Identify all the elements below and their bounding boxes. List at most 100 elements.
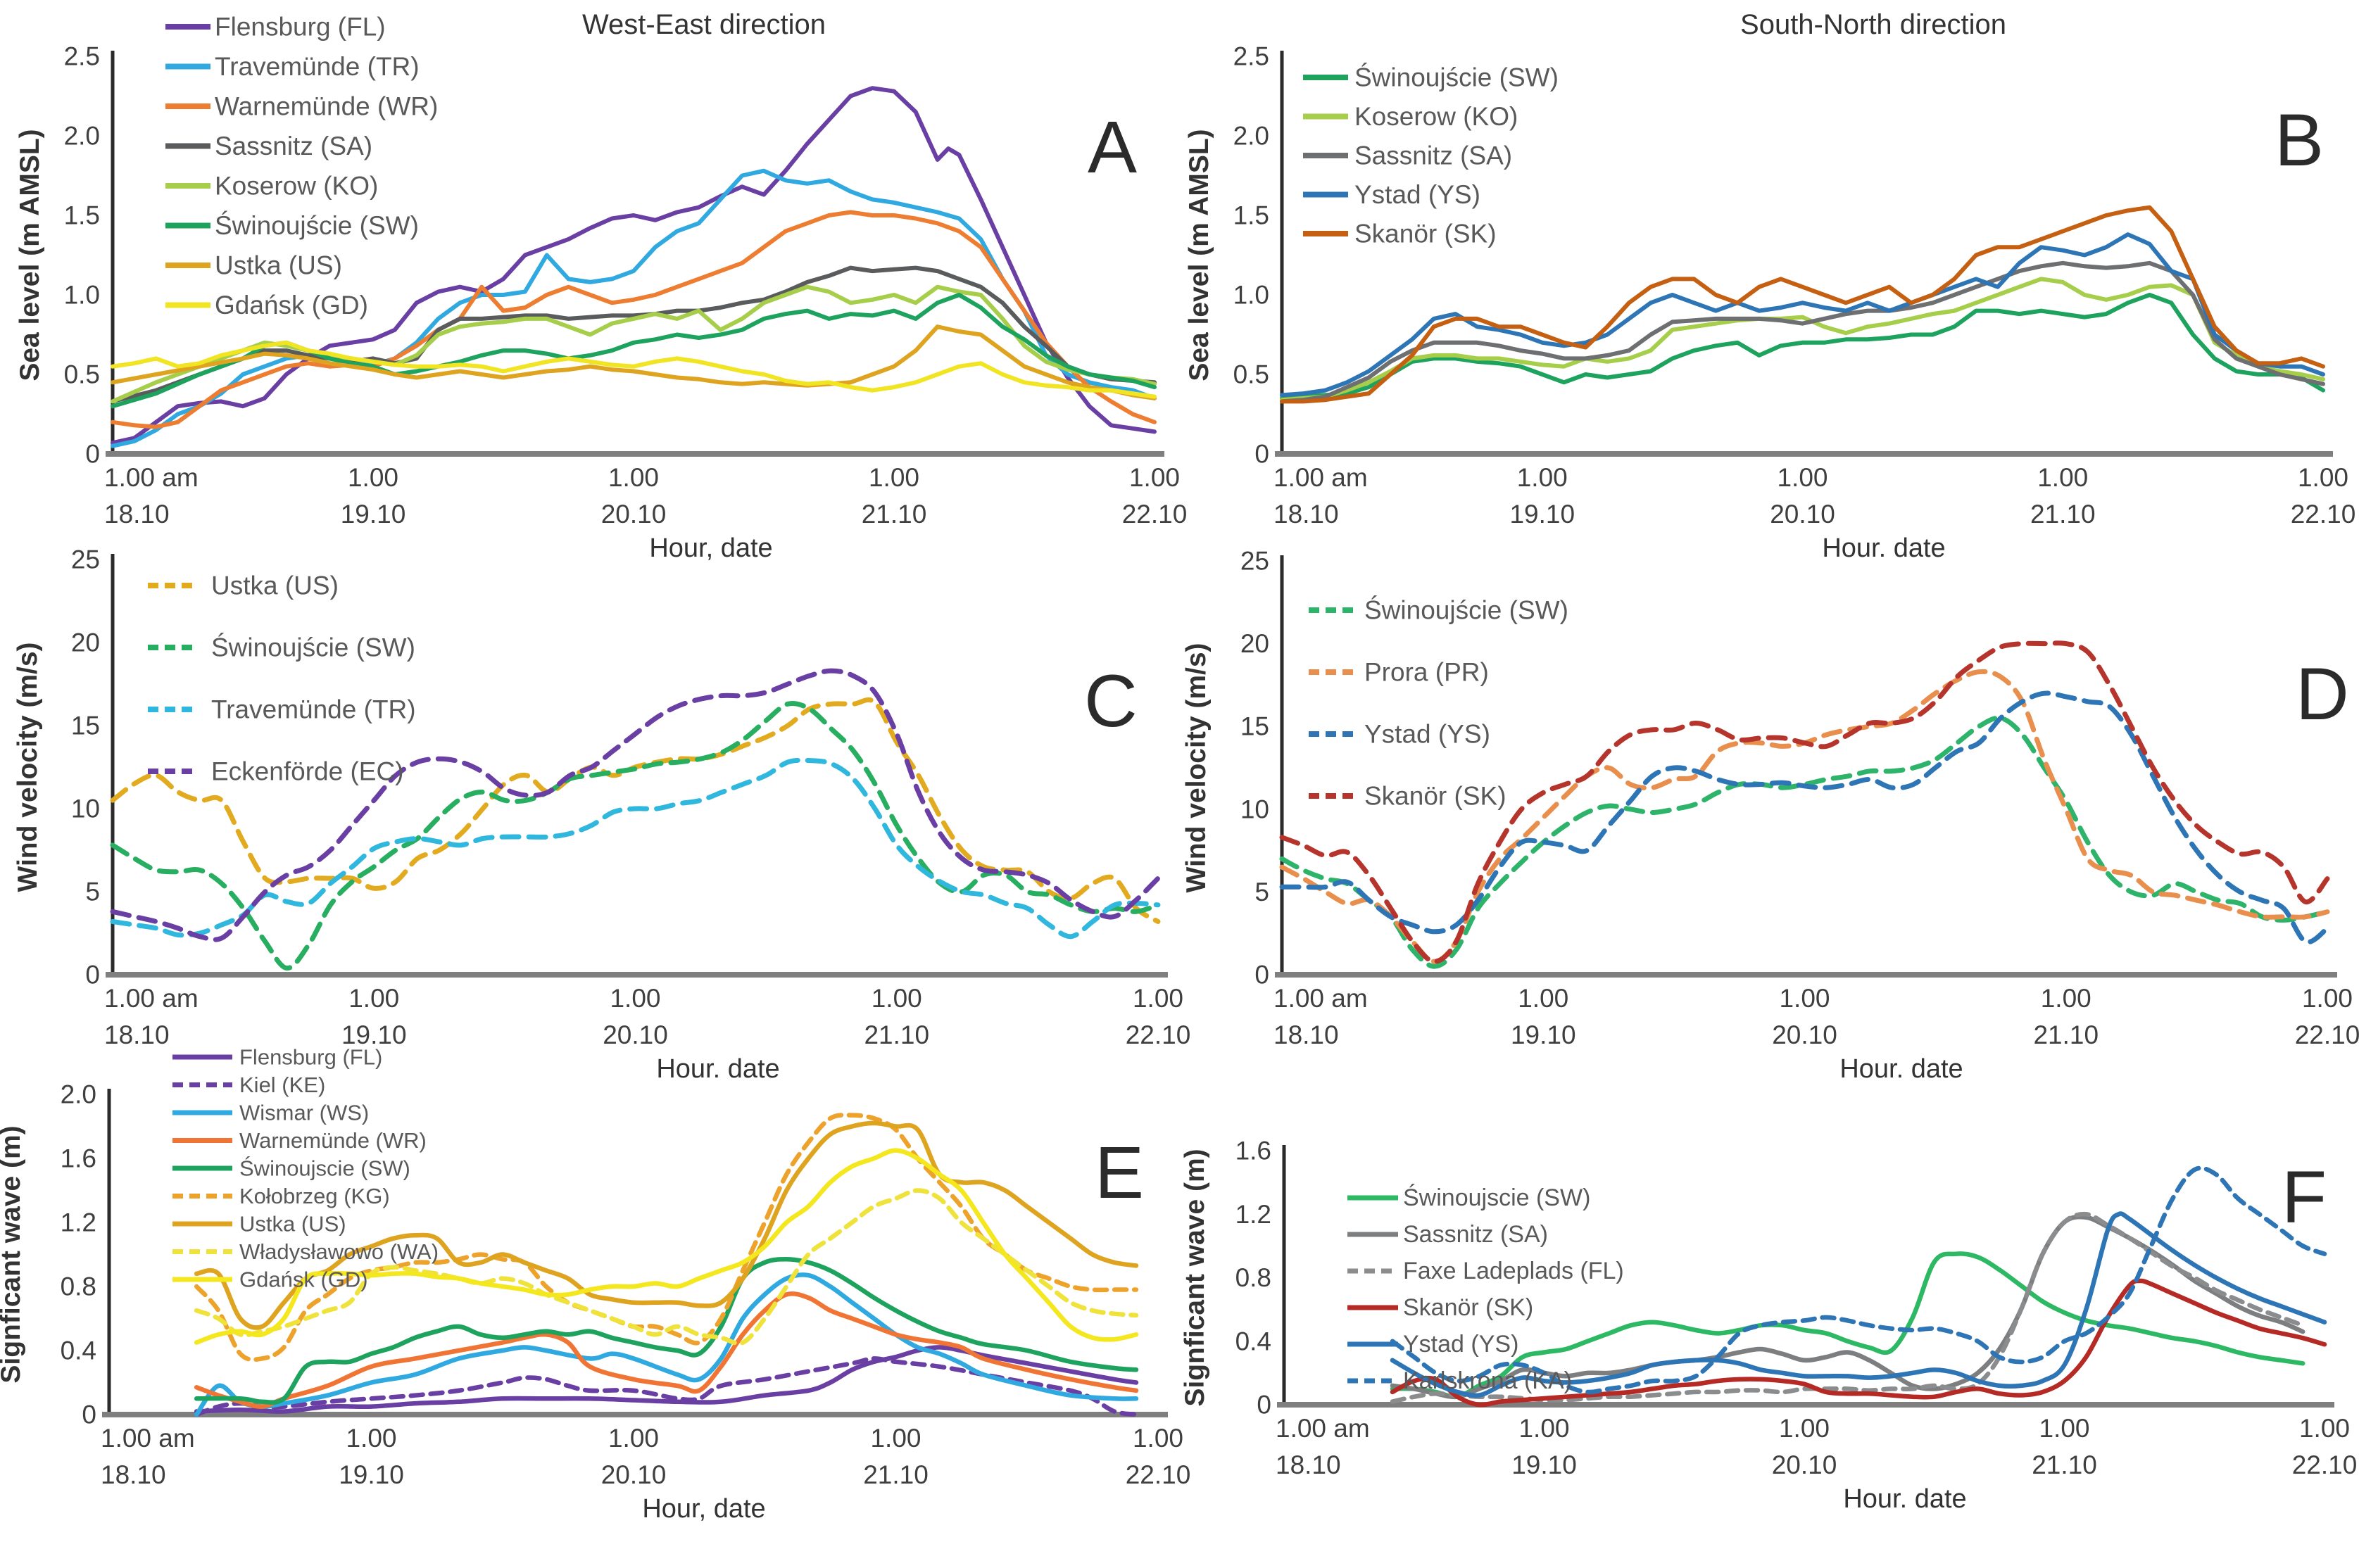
panel-E-ytick: 0.8: [61, 1272, 96, 1301]
panel-E-xtick-hour: 1.00: [346, 1424, 396, 1453]
legend-label-skan-r-sk: Skanör (SK): [1354, 220, 1497, 248]
panel-B-ytick: 1.0: [1233, 281, 1269, 310]
panel-B-title: South-North direction: [1740, 9, 2006, 40]
panel-E-xtick-hour: 1.00: [608, 1424, 659, 1453]
panel-E-x-axis-label: Hour, date: [642, 1494, 765, 1524]
legend-label-gda-sk-gd: Gdańsk (GD): [215, 291, 368, 320]
panel-F-series-karlskrona-ka: [1390, 1165, 2327, 1395]
legend-label-sassnitz-sa: Sassnitz (SA): [1403, 1221, 1548, 1248]
panel-E-xtick-date: 19.10: [339, 1460, 404, 1489]
panel-D-series-skan-r-sk: [1279, 640, 2330, 964]
panel-C-series-winouj-cie-sw: [110, 700, 1161, 971]
legend-label-travem-nde-tr: Travemünde (TR): [215, 52, 420, 81]
panel-F-corner-label: F: [2282, 1156, 2327, 1239]
panel-B-ytick: 2.5: [1233, 42, 1269, 71]
panel-D-series-winouj-cie-sw: [1279, 715, 2330, 969]
legend-label-kiel-ke: Kiel (KE): [239, 1073, 325, 1097]
panel-A-xtick-date: 18.10: [104, 500, 170, 529]
legend-label-ystad-ys: Ystad (YS): [1354, 180, 1480, 209]
panel-F-ytick: 1.6: [1235, 1137, 1271, 1165]
panel-D-chart: D 0 5 10 15 20 25 1.00 am 18.10 1.00 19.10 1.00 20.1…: [1181, 547, 2359, 1085]
panel-F-ytick: 1.2: [1235, 1200, 1271, 1229]
panel-C-series-travem-nde-tr: [110, 757, 1161, 940]
legend-label-sassnitz-sa: Sassnitz (SA): [1354, 141, 1512, 170]
panel-D-xtick-hour: 1.00: [2302, 984, 2353, 1013]
panel-C-ytick: 25: [71, 545, 100, 574]
panel-D-xtick-date: 21.10: [2033, 1020, 2099, 1049]
panel-B-series-winouj-cie-sw: [1280, 293, 2325, 400]
panel-E-series-gda-sk-gd: [194, 1148, 1139, 1345]
legend-label-skan-r-sk: Skanör (SK): [1403, 1294, 1533, 1321]
legend-label-winouj-cie-sw: Świnoujście (SW): [1364, 595, 1568, 625]
legend-label-ko-obrzeg-kg: Kołobrzeg (KG): [239, 1184, 390, 1208]
legend-label-ustka-us: Ustka (US): [211, 571, 339, 600]
legend-label-gda-sk-gd: Gdańsk (GD): [239, 1267, 368, 1292]
panel-F-xtick-date: 22.10: [2292, 1450, 2358, 1479]
panel-A-xtick-date: 21.10: [862, 500, 927, 529]
legend-label-wismar-ws: Wismar (WS): [239, 1101, 369, 1125]
panel-F-xtick-hour: 1.00: [2039, 1414, 2089, 1443]
panel-F-y-axis-label: Signficant wave (m): [1180, 1149, 1210, 1406]
panel-C-series-eckenf-rde-ec: [110, 668, 1161, 942]
panel-A-series-winouj-cie-sw: [111, 293, 1157, 409]
panel-D-ytick: 5: [1254, 878, 1269, 906]
panel-C-xtick-hour: 1.00: [610, 984, 660, 1013]
panel-E: E 0 0.4 0.8 1.2 1.6 2.0 1.00 am 18.10 1.00 19.10 1.…: [0, 1045, 1190, 1568]
panel-C-ytick: 15: [71, 712, 100, 740]
panel-B-series-sassnitz-sa: [1280, 260, 2325, 404]
legend-label-ustka-us: Ustka (US): [215, 251, 342, 280]
panel-A-series-warnem-nde-wr: [111, 210, 1157, 429]
panel-E-xtick-date: 22.10: [1126, 1460, 1191, 1489]
panel-A-xtick-date: 19.10: [341, 500, 406, 529]
panel-F-xtick-hour: 1.00: [1779, 1414, 1830, 1443]
panel-C-xtick-hour: 1.00: [1133, 984, 1183, 1013]
legend-label-flensburg-fl: Flensburg (FL): [215, 13, 386, 42]
panel-C-xtick-hour: 1.00: [348, 984, 399, 1013]
panel-B-xtick-date: 20.10: [1770, 500, 1835, 529]
panel-B-y-axis-label: Sea level (m AMSL): [1184, 129, 1214, 381]
panel-A-xtick-hour: 1.00: [348, 463, 398, 492]
legend-label-koserow-ko: Koserow (KO): [1354, 102, 1518, 131]
legend-label-karlskrona-ka: Karlskrona (KA): [1403, 1367, 1572, 1394]
panel-A-series-sassnitz-sa: [111, 265, 1157, 404]
panel-F-xtick-date: 20.10: [1772, 1450, 1837, 1479]
panel-A-series-gda-sk-gd: [111, 340, 1157, 399]
panel-D-y-axis-label: Wind velocity (m/s): [1181, 643, 1212, 892]
panel-B-ytick: 1.5: [1233, 201, 1269, 230]
panel-A-chart: West-East direction A 0 0.5 1.0 1.5 2.0 2.5 1.00…: [15, 9, 1187, 563]
panel-F: F 0 0.4 0.8 1.2 1.6 1.00 am 18.10 1.00 19.10 1.00 2…: [1180, 1050, 2359, 1568]
panel-F-xtick-hour: 1.00 am: [1276, 1414, 1370, 1443]
panel-B-series-koserow-ko: [1280, 277, 2325, 403]
legend-label-winouj-cie-sw: Świnoujście (SW): [215, 210, 419, 240]
panel-D-xtick-hour: 1.00: [1518, 984, 1568, 1013]
panel-B-xtick-date: 18.10: [1273, 500, 1339, 529]
panel-A-xtick-hour: 1.00: [608, 463, 659, 492]
panel-F-ytick: 0.4: [1235, 1327, 1271, 1355]
legend-label-skan-r-sk: Skanör (SK): [1364, 782, 1506, 811]
legend-label-travem-nde-tr: Travemünde (TR): [211, 695, 416, 724]
panel-D-ytick: 25: [1240, 547, 1269, 576]
panel-C-xtick-hour: 1.00: [872, 984, 922, 1013]
legend-label-ystad-ys: Ystad (YS): [1364, 720, 1490, 749]
panel-D-ytick: 15: [1240, 712, 1269, 741]
panel-B-chart: South-North direction B 0 0.5 1.0 1.5 2.0 2.5 1.…: [1184, 9, 2356, 563]
panel-C-ytick: 20: [71, 628, 100, 657]
panel-F-series-ystad-ys: [1390, 1211, 2327, 1398]
panel-A-x-axis-label: Hour, date: [649, 533, 772, 563]
panel-B-xtick-date: 22.10: [2291, 500, 2356, 529]
panel-A-xtick-hour: 1.00: [869, 463, 919, 492]
panel-E-series-kiel-ke: [194, 1356, 1139, 1417]
panel-E-ytick: 1.2: [61, 1208, 96, 1237]
panel-B-xtick-hour: 1.00: [2298, 463, 2348, 492]
panel-C-xtick-date: 21.10: [864, 1020, 929, 1049]
panel-B-xtick-hour: 1.00: [2037, 463, 2088, 492]
panel-E-series-warnem-nde-wr: [194, 1291, 1139, 1409]
legend-label-warnem-nde-wr: Warnemünde (WR): [239, 1128, 427, 1153]
panel-B-x-axis-label: Hour. date: [1822, 533, 1945, 563]
panel-C-xtick-date: 18.10: [104, 1020, 170, 1049]
panel-A-xtick-date: 22.10: [1122, 500, 1188, 529]
panel-D-xtick-hour: 1.00: [2041, 984, 2091, 1013]
panel-E-ytick: 0: [82, 1401, 96, 1429]
panel-C-ytick: 10: [71, 795, 100, 823]
